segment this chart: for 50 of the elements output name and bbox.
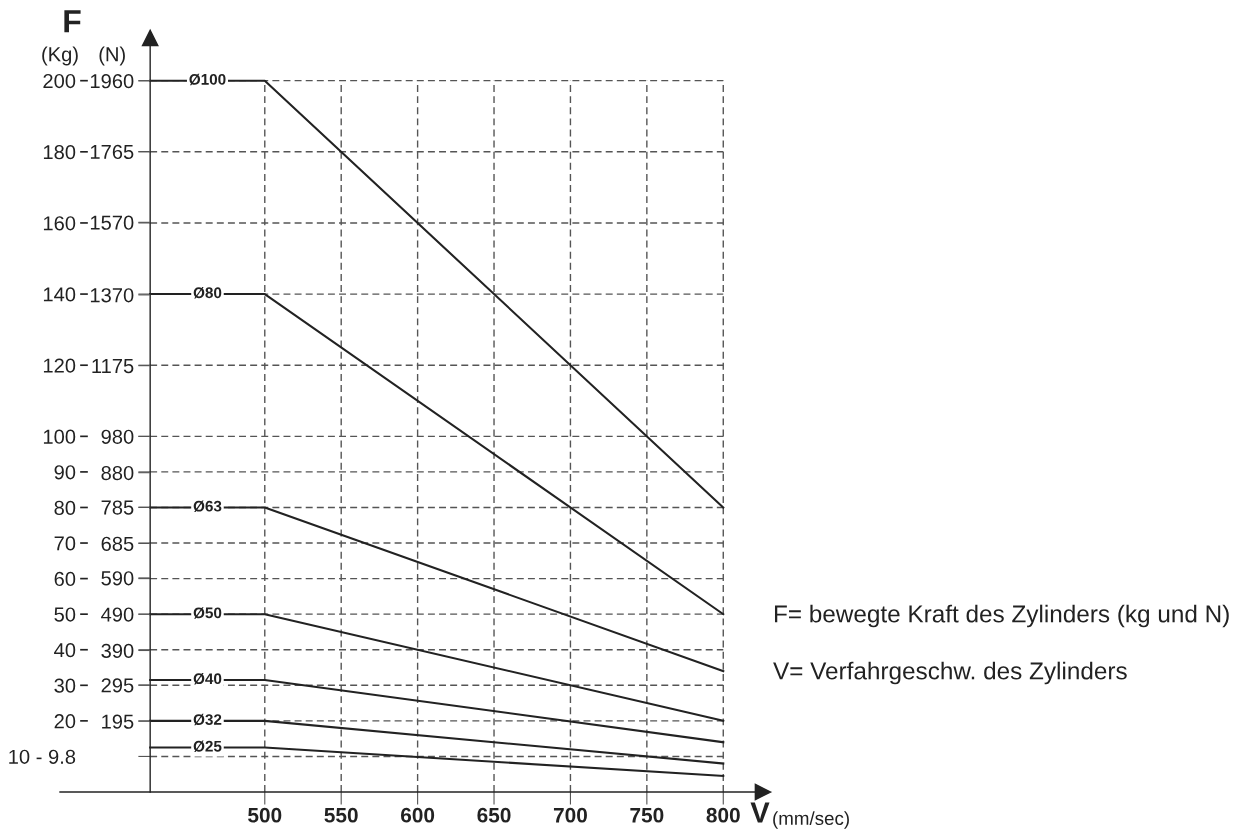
y-tick-label: 80 xyxy=(54,500,76,515)
y-tick-label: 60 xyxy=(54,571,76,587)
series-label: Ø25 xyxy=(193,740,222,753)
y2-tick-label: 1370 xyxy=(90,288,134,303)
y2-tick-label: 295 xyxy=(101,678,134,693)
y2-tick-label: 685 xyxy=(101,536,134,551)
y2-tick-label: 1765 xyxy=(90,144,134,160)
y-tick-label: 200 xyxy=(43,73,76,89)
series-label: Ø80 xyxy=(193,287,222,299)
y2-tick-label: 590 xyxy=(101,571,134,586)
y-axis-title: F xyxy=(64,10,81,33)
x-tick-label: 750 xyxy=(630,807,664,823)
y2-tick-label: 195 xyxy=(102,714,134,729)
y-tick-label: 40 xyxy=(54,642,76,658)
y-tick-label: 20 xyxy=(54,714,76,729)
y-tick-label: 90 xyxy=(54,465,76,480)
y-tick-label: 160 xyxy=(43,216,76,231)
y-tick-label: 140 xyxy=(43,287,76,302)
series-label: Ø40 xyxy=(193,672,222,685)
y-tick-label: 100 xyxy=(43,429,76,444)
y2-tick-label: 1175 xyxy=(92,359,134,374)
y2-tick-label: 390 xyxy=(101,643,134,658)
x-tick-label: 800 xyxy=(706,807,740,823)
series-label: Ø63 xyxy=(193,500,222,512)
x-axis-title: V xyxy=(750,802,770,823)
x-tick-label: 600 xyxy=(401,807,435,823)
series-label: Ø50 xyxy=(193,607,222,619)
x-tick-label: 650 xyxy=(477,807,511,823)
text: V= Verfahrgeschw. des Zylinders xyxy=(773,661,1127,685)
y2-tick-label: 490 xyxy=(101,607,134,622)
y2-tick-label: 785 xyxy=(101,500,134,515)
y2-tick-label: 1570 xyxy=(90,215,134,230)
y-tick-label: 70 xyxy=(54,536,76,551)
series-label: Ø32 xyxy=(193,713,222,726)
x-tick-label: 550 xyxy=(324,807,358,823)
annotation: (N) xyxy=(99,46,125,66)
series-label: Ø100 xyxy=(189,73,226,86)
y-tick-label: 180 xyxy=(43,145,76,160)
y-tick-label: 120 xyxy=(43,358,76,373)
y-tick-label: 50 xyxy=(54,607,76,622)
x-tick-label: 700 xyxy=(553,807,587,823)
y2-tick-label: 980 xyxy=(101,429,134,444)
y2-tick-label: 1960 xyxy=(90,74,134,89)
text: F= bewegte Kraft des Zylinders (kg und N) xyxy=(774,604,1229,628)
x-tick-label: 500 xyxy=(248,807,282,823)
y-tick-label: 30 xyxy=(54,678,76,693)
y-tick-label: 10 - 9.8 xyxy=(9,749,76,764)
y2-tick-label: 880 xyxy=(101,465,134,481)
annotation: (Kg) xyxy=(42,46,78,66)
text: (mm/sec) xyxy=(773,811,849,829)
